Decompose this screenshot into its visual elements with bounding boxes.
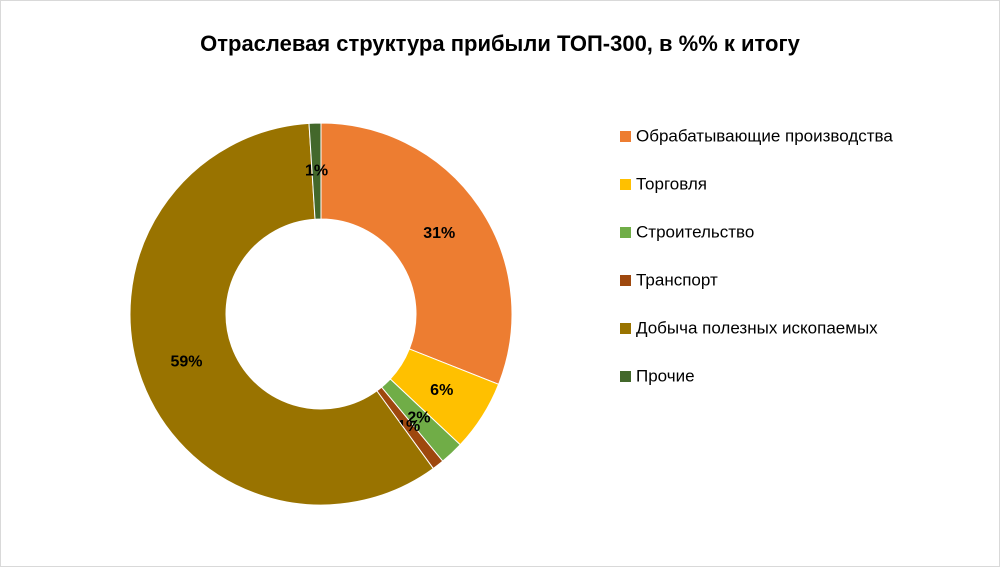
legend-label: Прочие [636, 366, 695, 385]
donut-segment [320, 122, 513, 385]
legend-label: Строительство [636, 222, 754, 241]
donut-segment [129, 122, 434, 506]
data-label: 6% [430, 382, 453, 399]
legend-swatch [620, 323, 631, 334]
chart-title: Отраслевая структура прибыли ТОП-300, в … [200, 31, 801, 56]
data-label: 31% [423, 225, 455, 242]
legend-label: Транспорт [636, 270, 718, 289]
data-label: 59% [170, 354, 202, 371]
legend-label: Добыча полезных ископаемых [636, 318, 878, 337]
data-label: 1% [305, 162, 328, 179]
legend-swatch [620, 371, 631, 382]
donut-segment [308, 122, 322, 220]
legend-swatch [620, 131, 631, 142]
legend-swatch [620, 275, 631, 286]
data-label: 2% [407, 409, 430, 426]
legend-swatch [620, 227, 631, 238]
legend-swatch [620, 179, 631, 190]
legend-label: Обрабатывающие производства [636, 126, 893, 145]
legend-label: Торговля [636, 174, 707, 193]
